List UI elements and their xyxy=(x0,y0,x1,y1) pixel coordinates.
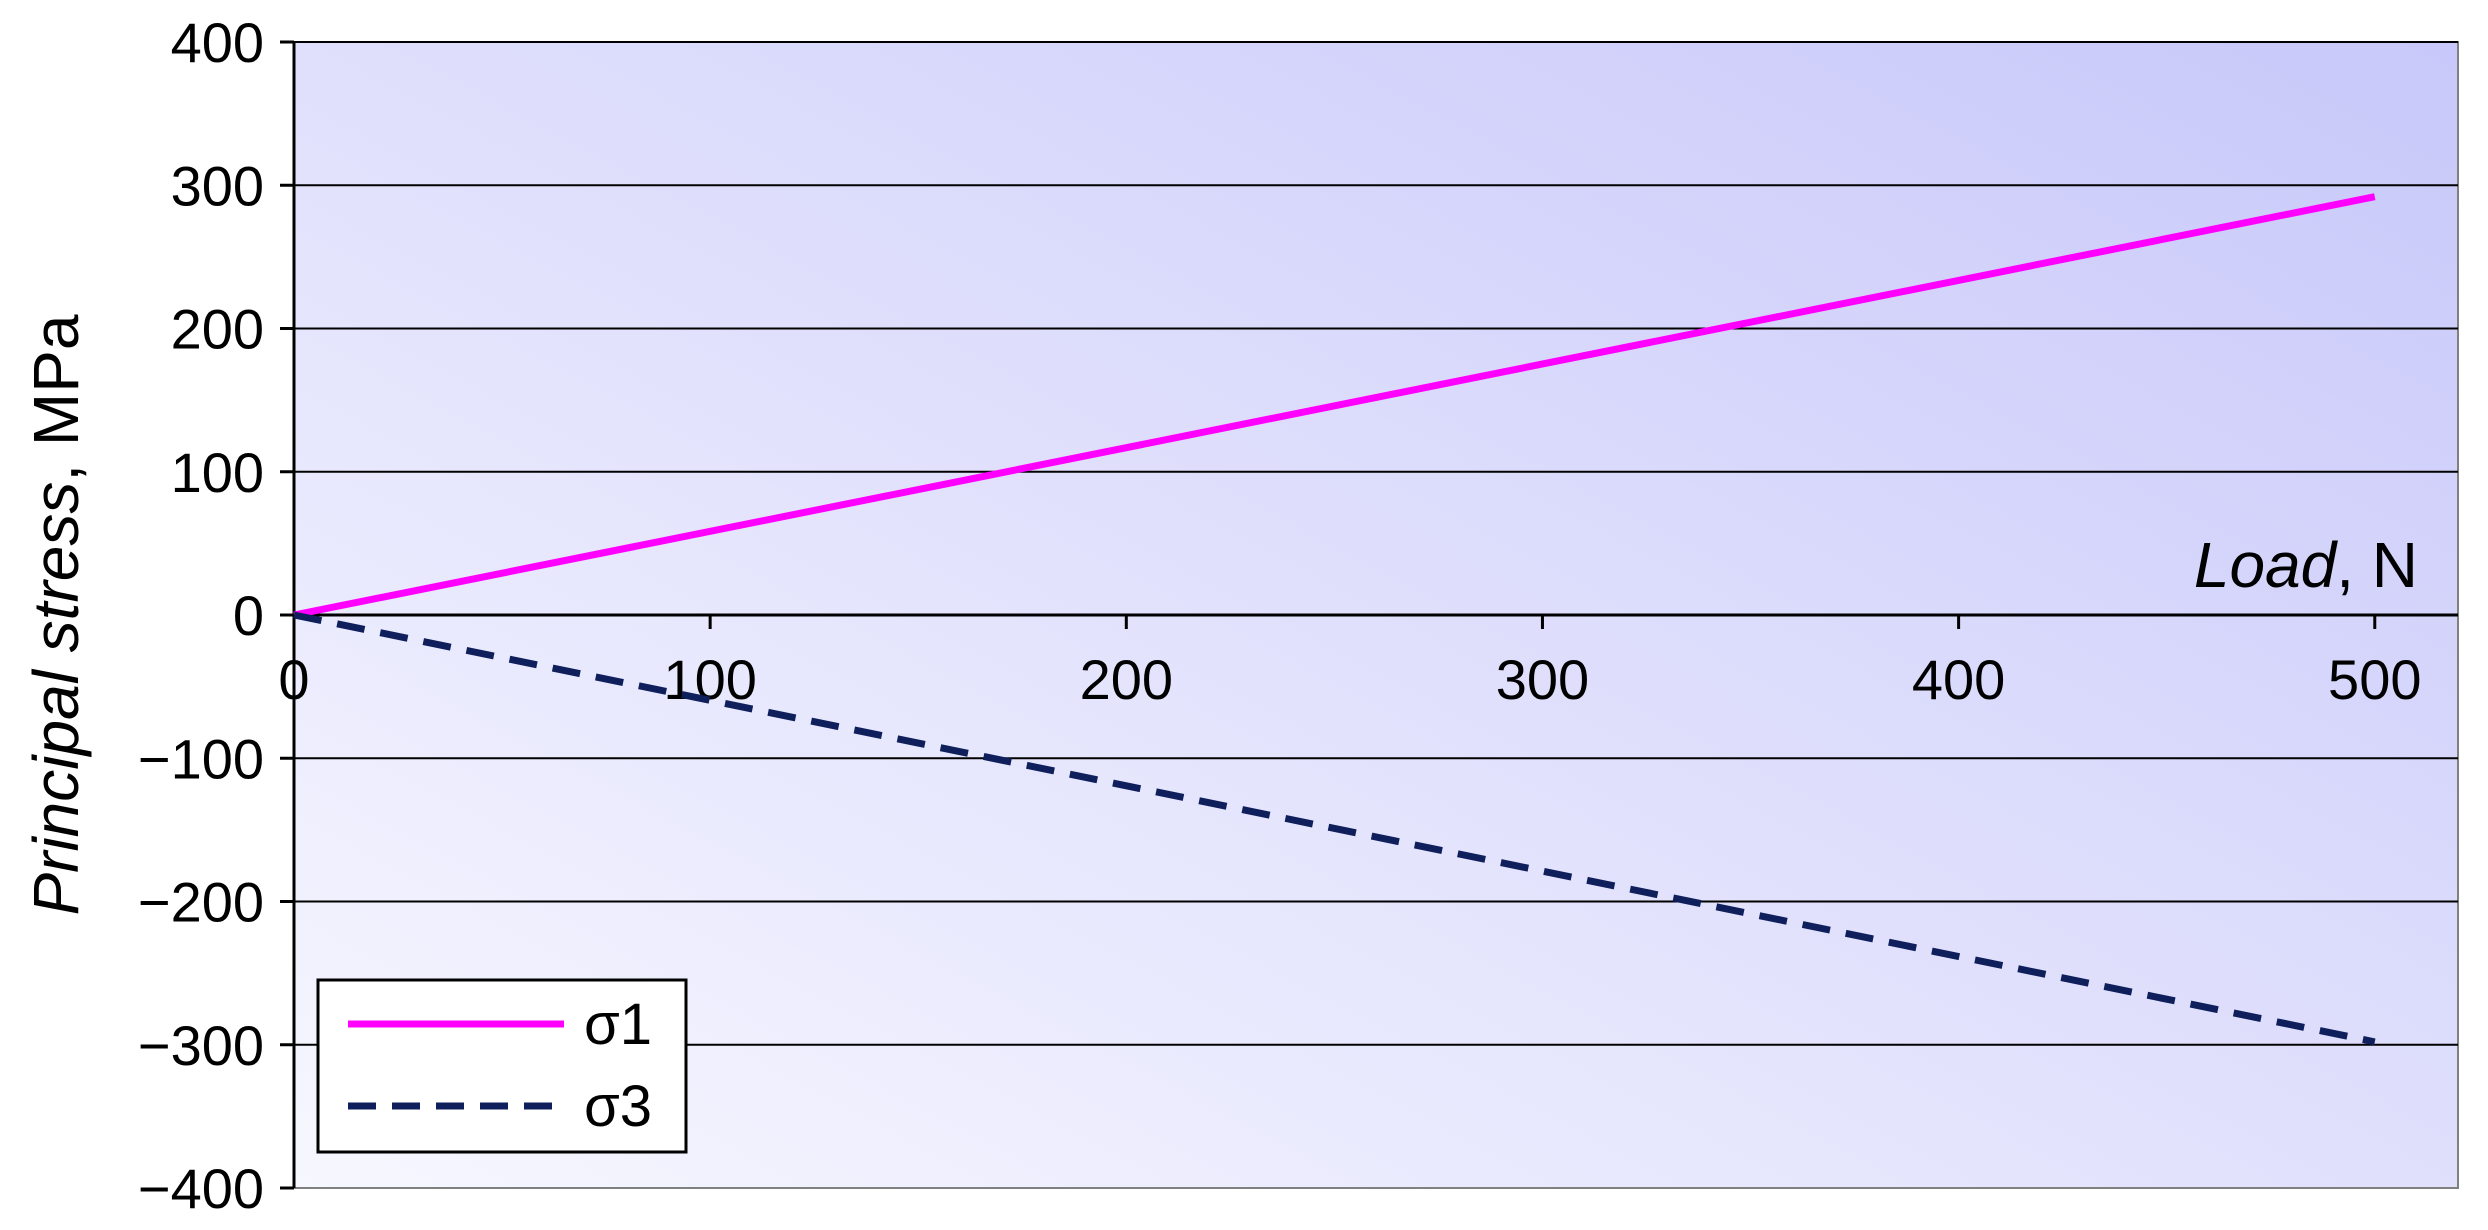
y-tick-label: 200 xyxy=(171,298,264,361)
x-tick-label: 100 xyxy=(663,648,756,711)
y-tick-label: 0 xyxy=(233,584,264,647)
x-axis-title-unit: , N xyxy=(2336,529,2418,601)
x-tick-label: 400 xyxy=(1912,648,2005,711)
y-tick-label: −300 xyxy=(138,1014,264,1077)
y-axis-title-italic: Principal stress xyxy=(20,482,92,916)
y-tick-label: −100 xyxy=(138,727,264,790)
x-axis-title-italic: Load xyxy=(2194,529,2339,601)
legend-label: σ3 xyxy=(584,1074,652,1139)
series-lines xyxy=(293,193,2376,1046)
y-tick-labels: −400 −300 −200 −100 0 100 200 300 400 xyxy=(138,11,264,1220)
legend-box xyxy=(316,978,688,1154)
y-axis-title: Principal stress, MPa xyxy=(20,314,92,915)
x-tick-label: 200 xyxy=(1080,648,1173,711)
legend-label: σ1 xyxy=(584,992,652,1057)
y-tick-label: 100 xyxy=(171,441,264,504)
x-tick-label: 500 xyxy=(2328,648,2421,711)
y-axis-title-unit: , MPa xyxy=(20,314,92,482)
series-line-2 xyxy=(293,611,2376,1046)
x-tick-label: 300 xyxy=(1496,648,1589,711)
x-tick-label: 0 xyxy=(278,648,309,711)
y-tick-label: −400 xyxy=(138,1157,264,1220)
x-tick-labels: 0 100 200 300 400 500 xyxy=(278,648,2421,711)
series-line-1 xyxy=(293,193,2376,619)
y-tick-label: 300 xyxy=(171,154,264,217)
y-tick-label: −200 xyxy=(138,871,264,934)
x-axis-title: Load, N xyxy=(2194,529,2418,601)
y-tick-label: 400 xyxy=(171,11,264,74)
